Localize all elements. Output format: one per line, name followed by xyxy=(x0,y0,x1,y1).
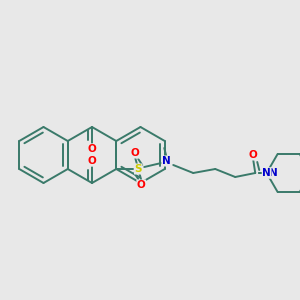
Text: O: O xyxy=(88,144,96,154)
Text: N: N xyxy=(262,168,271,178)
Text: O: O xyxy=(88,156,96,166)
Text: O: O xyxy=(131,148,140,158)
Text: O: O xyxy=(137,180,146,190)
Text: S: S xyxy=(134,164,142,174)
Text: N: N xyxy=(269,168,278,178)
Text: N: N xyxy=(162,156,171,166)
Text: O: O xyxy=(249,150,258,160)
